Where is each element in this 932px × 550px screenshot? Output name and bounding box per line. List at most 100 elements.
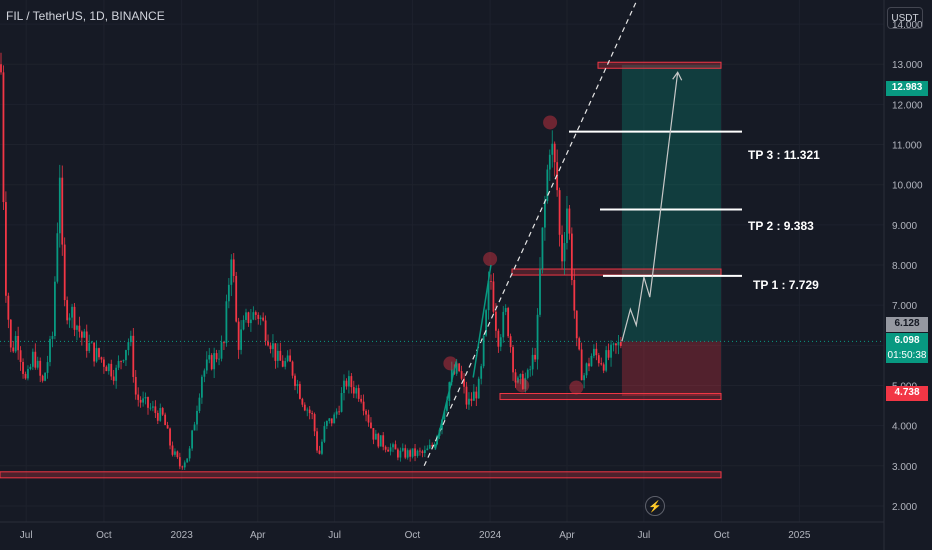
candle-body [463, 378, 465, 387]
candle-body [306, 409, 309, 411]
candle-body [333, 414, 336, 424]
candle-body [250, 319, 252, 324]
candle-body [242, 319, 245, 330]
candle-body [318, 450, 321, 454]
candle-body [122, 360, 125, 362]
candle-body [365, 410, 367, 415]
candle-body [166, 425, 169, 429]
x-tick-label: 2025 [788, 530, 811, 541]
zone-resistance [511, 268, 722, 276]
candle-body [441, 419, 443, 430]
candle-body [485, 310, 487, 336]
candle-body [443, 410, 446, 420]
candle-body [504, 308, 507, 312]
candle-body [482, 335, 485, 367]
candle-body [460, 371, 463, 379]
candle-body [590, 355, 593, 367]
candle-body [193, 424, 196, 431]
y-tick-label: 10.000 [892, 181, 923, 192]
candle-body [612, 343, 615, 345]
candle-body [387, 449, 389, 452]
candle-body [519, 374, 522, 378]
candle-body [340, 392, 343, 412]
candle-body [161, 408, 164, 415]
candle-body [54, 281, 56, 337]
candle-body [34, 351, 37, 368]
candle-body [223, 342, 225, 344]
candle-body [2, 72, 5, 203]
candle-body [455, 363, 458, 374]
candle-body [252, 312, 255, 320]
candle-body [257, 314, 260, 319]
candle-body [107, 363, 110, 372]
candle-body [311, 413, 314, 415]
candle-body [178, 457, 181, 467]
candle-body [536, 314, 539, 360]
currency-selector[interactable]: USDT [887, 7, 923, 29]
candle-body [575, 310, 578, 339]
x-tick-label: Oct [96, 530, 112, 541]
candle-body [171, 445, 174, 455]
candle-body [71, 306, 73, 318]
candle-body [397, 449, 399, 458]
candle-body [115, 367, 118, 381]
candle-body [39, 360, 42, 376]
stop-price-tag: 4.738 [886, 386, 928, 401]
candle-body [80, 331, 83, 338]
candle-body [561, 234, 563, 262]
candle-body [0, 64, 2, 73]
candle-body [235, 275, 238, 322]
candle-body [29, 366, 32, 369]
candle-body [524, 377, 527, 389]
lightning-icon[interactable]: ⚡ [645, 496, 665, 516]
y-tick-label: 11.000 [892, 141, 922, 152]
candle-body [406, 450, 409, 458]
candle-body [316, 431, 318, 451]
candle-body [607, 350, 610, 358]
candle-body [563, 243, 566, 262]
candle-body [323, 426, 326, 442]
candle-body [262, 317, 265, 321]
x-tick-label: Jul [328, 530, 341, 541]
loss-zone [621, 341, 721, 396]
candle-body [597, 355, 600, 364]
candle-body [117, 361, 120, 368]
candle-body [541, 227, 544, 269]
candle-body [321, 441, 323, 454]
candle-body [267, 340, 269, 346]
candle-body [328, 418, 331, 421]
x-tick-label: Jul [20, 530, 33, 541]
candle-body [472, 391, 475, 401]
candle-body [237, 321, 240, 350]
candle-body [470, 398, 473, 401]
candle-body [573, 280, 576, 311]
candle-body [495, 311, 497, 331]
candle-body [414, 448, 416, 456]
candle-body [142, 398, 144, 403]
candle-body [5, 202, 7, 296]
candle-body [152, 406, 154, 408]
highlight-circle [443, 356, 458, 371]
highlight-circle [515, 378, 530, 393]
mid-price-tag: 6.128 [886, 317, 928, 332]
candle-body [514, 372, 517, 383]
candle-body [88, 343, 91, 351]
candle-body [580, 349, 583, 381]
candle-body [276, 350, 279, 361]
candle-body [526, 369, 529, 378]
candle-body [159, 408, 162, 421]
candle-body [509, 336, 512, 348]
candle-body [68, 317, 71, 321]
x-tick-label: Apr [559, 530, 575, 541]
candle-body [12, 347, 15, 352]
y-tick-label: 12.000 [892, 100, 923, 111]
candle-body [426, 448, 429, 451]
candle-body [401, 448, 404, 451]
y-tick-label: 14.000 [892, 20, 923, 31]
candle-body [110, 363, 113, 377]
candle-body [181, 466, 184, 468]
candle-body [384, 446, 387, 450]
candle-body [259, 317, 262, 319]
candle-body [308, 409, 311, 414]
